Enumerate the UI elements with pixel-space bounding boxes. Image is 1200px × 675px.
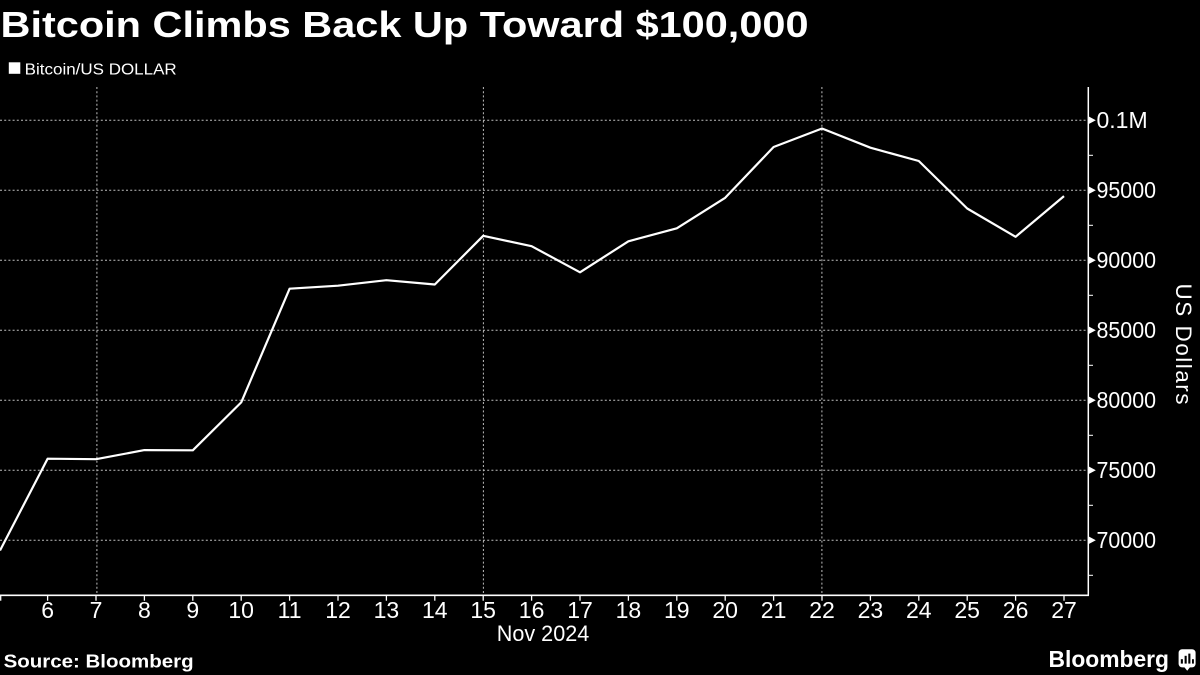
svg-text:15: 15 [470, 597, 496, 623]
svg-text:6: 6 [41, 597, 54, 623]
svg-text:24: 24 [906, 597, 932, 623]
svg-text:US Dollars: US Dollars [1171, 284, 1196, 405]
svg-text:21: 21 [761, 597, 787, 623]
svg-text:85000: 85000 [1097, 317, 1157, 343]
svg-text:7: 7 [90, 597, 103, 623]
svg-text:12: 12 [325, 597, 351, 623]
svg-text:19: 19 [664, 597, 690, 623]
svg-text:80000: 80000 [1097, 387, 1157, 413]
svg-text:23: 23 [858, 597, 884, 623]
svg-text:25: 25 [954, 597, 980, 623]
svg-text:26: 26 [1003, 597, 1029, 623]
svg-text:Bitcoin/US DOLLAR: Bitcoin/US DOLLAR [25, 62, 177, 79]
svg-text:9: 9 [186, 597, 199, 623]
svg-text:95000: 95000 [1097, 177, 1157, 203]
svg-text:Bloomberg: Bloomberg [1049, 646, 1170, 672]
svg-text:Nov 2024: Nov 2024 [497, 621, 590, 646]
svg-text:22: 22 [809, 597, 835, 623]
svg-text:10: 10 [228, 597, 254, 623]
svg-text:20: 20 [712, 597, 738, 623]
svg-text:Source: Bloomberg: Source: Bloomberg [4, 652, 194, 672]
svg-text:75000: 75000 [1097, 457, 1157, 483]
svg-text:18: 18 [616, 597, 642, 623]
svg-text:90000: 90000 [1097, 247, 1157, 273]
svg-text:11: 11 [278, 597, 302, 623]
svg-text:8: 8 [138, 597, 151, 623]
svg-text:17: 17 [567, 597, 593, 623]
svg-text:70000: 70000 [1097, 527, 1157, 553]
svg-text:14: 14 [422, 597, 448, 623]
svg-text:13: 13 [374, 597, 400, 623]
svg-text:Bitcoin Climbs Back Up Toward: Bitcoin Climbs Back Up Toward $100,000 [1, 4, 809, 45]
svg-text:16: 16 [519, 597, 545, 623]
svg-text:27: 27 [1051, 597, 1077, 623]
svg-text:0.1M: 0.1M [1097, 107, 1148, 133]
